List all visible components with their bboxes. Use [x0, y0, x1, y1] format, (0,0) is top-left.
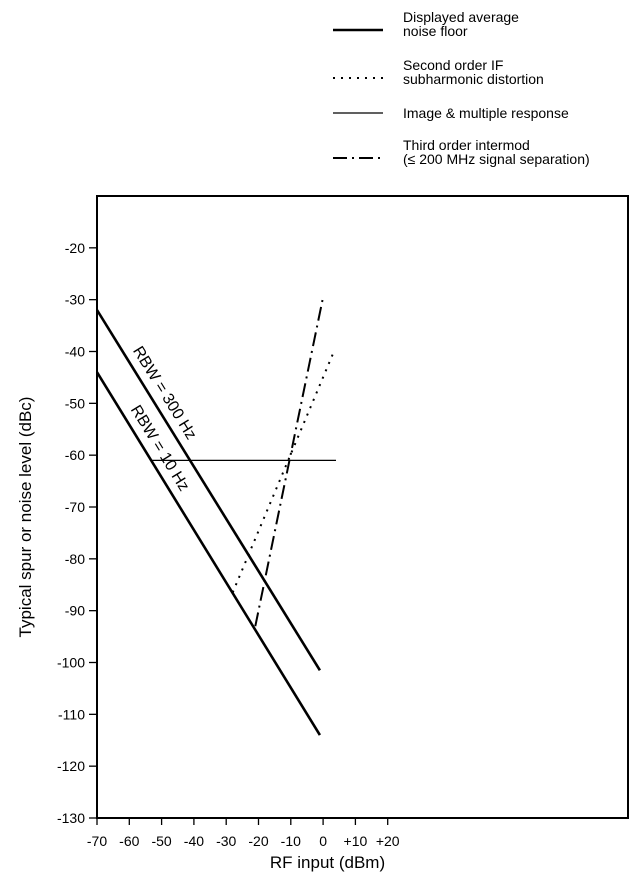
plot-frame: [96, 195, 629, 819]
x-tick-label: +20: [376, 833, 400, 849]
legend-label: subharmonic distortion: [403, 71, 544, 87]
x-tick-label: 0: [319, 833, 327, 849]
y-tick-label: -50: [65, 395, 85, 411]
y-tick-label: -100: [57, 655, 85, 671]
y-tick-label: -70: [65, 499, 85, 515]
series-layer: [95, 296, 336, 736]
y-tick-label: -130: [57, 810, 85, 826]
x-tick-label: -20: [248, 833, 268, 849]
series-third-order: [254, 296, 325, 627]
y-tick-label: -110: [58, 706, 85, 722]
legend-label: (≤ 200 MHz signal separation): [403, 151, 590, 167]
y-tick-label: -20: [65, 240, 85, 256]
x-tick-label: -30: [216, 833, 236, 849]
y-tick-label: -120: [57, 758, 85, 774]
series-noise-10hz: [95, 371, 322, 736]
y-tick-label: -40: [65, 344, 85, 360]
x-tick-label: -10: [281, 833, 301, 849]
legend-label: noise floor: [403, 23, 468, 39]
y-tick-label: -90: [65, 603, 85, 619]
series-second-order: [231, 353, 334, 593]
x-tick-label: -50: [151, 833, 171, 849]
x-tick-label: -70: [87, 833, 107, 849]
x-axis-title: RF input (dBm): [270, 853, 385, 872]
series-noise-300hz: [95, 309, 322, 671]
y-axis: -20 -30 -40 -50 -60 -70 -80 -90 -100 -110 -120 -130: [57, 240, 97, 826]
legend-label: Second order IF: [403, 57, 503, 73]
legend-label: Third order intermod: [403, 137, 530, 153]
y-tick-label: -30: [65, 292, 85, 308]
legend-label: Displayed average: [403, 9, 519, 25]
legend-label: Image & multiple response: [403, 105, 569, 121]
x-tick-label: -40: [184, 833, 204, 849]
x-tick-label: -60: [119, 833, 139, 849]
x-axis: -70 -60 -50 -40 -30 -20 -10 0 +10 +20: [87, 818, 400, 849]
x-tick-label: +10: [344, 833, 368, 849]
y-tick-label: -80: [65, 551, 85, 567]
y-axis-title: Typical spur or noise level (dBc): [16, 397, 35, 638]
y-tick-label: -60: [65, 447, 85, 463]
